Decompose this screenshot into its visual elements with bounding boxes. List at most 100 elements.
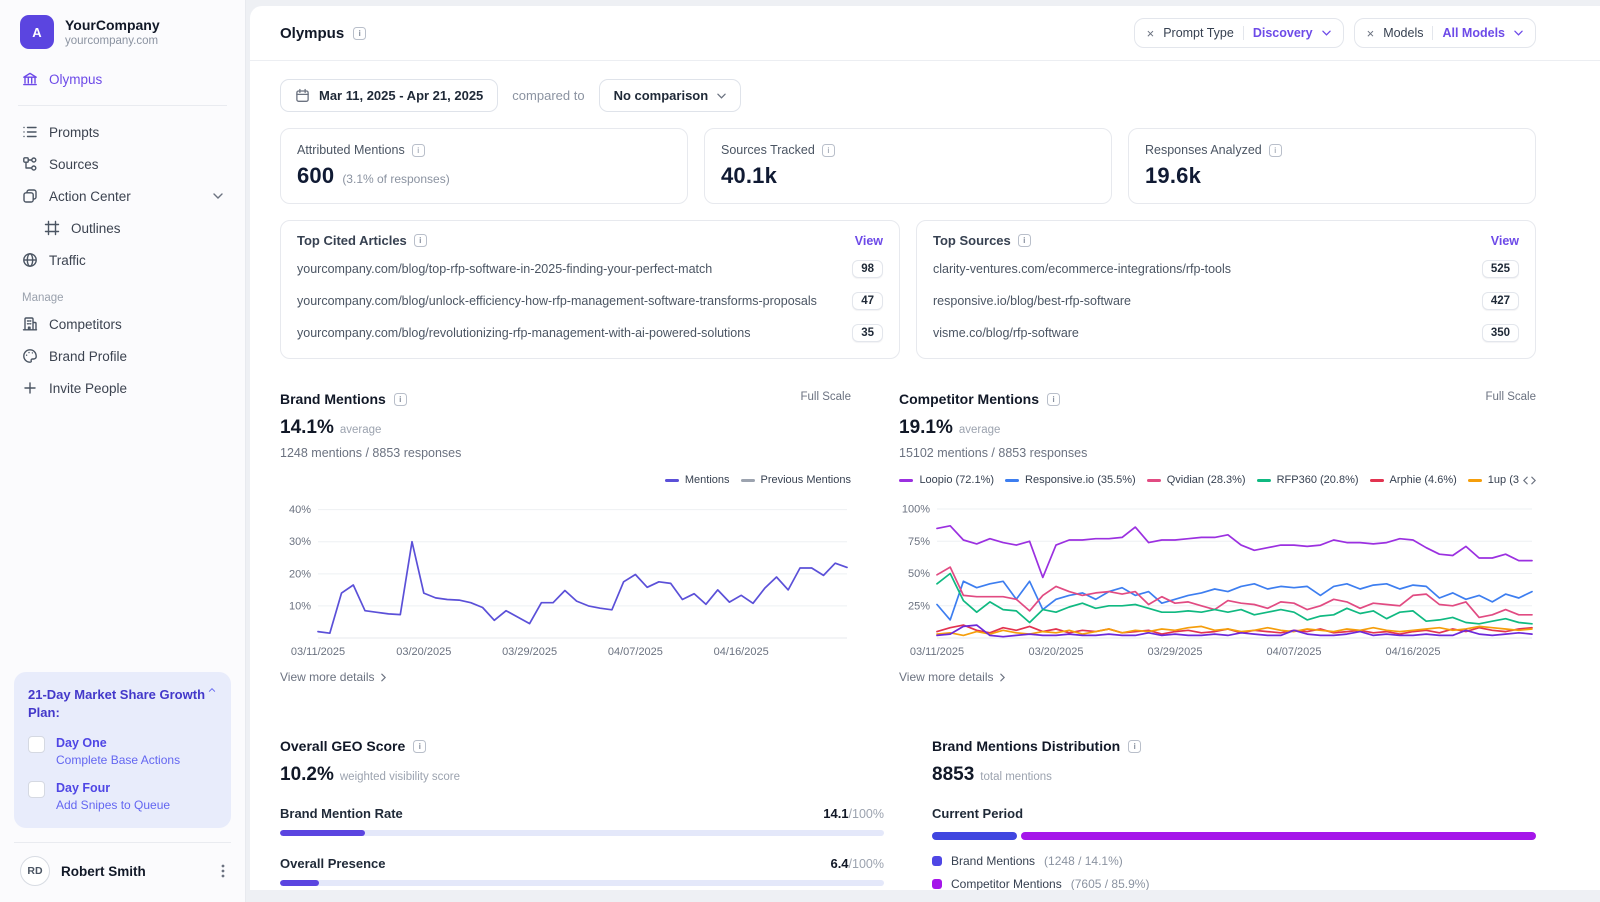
sidebar-item-prompts[interactable]: Prompts — [14, 116, 231, 148]
sidebar-item-sources[interactable]: Sources — [14, 148, 231, 180]
legend-item[interactable]: Previous Mentions — [740, 474, 851, 486]
chevron-down-icon — [213, 193, 223, 199]
source-url: responsive.io/blog/best-rfp-software — [933, 294, 1132, 308]
chart-legend: Mentions Previous Mentions — [664, 474, 851, 486]
y-axis-tick-label: 50% — [908, 568, 930, 580]
user-menu[interactable]: RD Robert Smith — [14, 842, 231, 888]
view-link[interactable]: View — [854, 233, 883, 248]
day-one-checkbox[interactable] — [28, 736, 45, 753]
full-scale-toggle[interactable]: Full Scale — [800, 391, 852, 403]
list-item[interactable]: yourcompany.com/blog/revolutionizing-rfp… — [297, 317, 883, 349]
chevron-down-icon — [1321, 30, 1331, 36]
close-icon[interactable]: × — [1366, 25, 1375, 41]
average-label: average — [958, 424, 1001, 436]
sidebar-item-label: Invite People — [49, 380, 128, 396]
sidebar-item-invite-people[interactable]: Invite People — [14, 372, 231, 404]
info-icon[interactable]: i — [1128, 739, 1142, 753]
info-icon[interactable]: i — [1268, 143, 1282, 157]
legend-swatch — [1467, 478, 1482, 482]
filter-value: All Models — [1442, 26, 1505, 40]
x-axis-tick-label: 03/11/2025 — [291, 646, 345, 658]
list-item[interactable]: visme.co/blog/rfp-software 350 — [933, 317, 1519, 349]
list-item[interactable]: yourcompany.com/blog/unlock-efficiency-h… — [297, 285, 883, 317]
legend-item[interactable]: Arphie (4.6%) — [1369, 474, 1457, 486]
legend-swatch — [664, 478, 679, 482]
info-icon[interactable]: i — [353, 26, 367, 40]
citation-count-badge: 98 — [852, 260, 883, 278]
sidebar-item-label: Action Center — [49, 188, 131, 204]
stat-label: Responses Analyzed — [1145, 143, 1262, 157]
sidebar-item-label: Prompts — [49, 124, 100, 140]
legend-swatch — [932, 879, 942, 889]
legend-item[interactable]: Qvidian (28.3%) — [1146, 474, 1246, 486]
growth-plan-card: 21-Day Market Share Growth Plan: Day One… — [14, 671, 231, 828]
list-item[interactable]: yourcompany.com/blog/top-rfp-software-in… — [297, 253, 883, 285]
source-count-badge: 427 — [1481, 292, 1519, 310]
list-item[interactable]: responsive.io/blog/best-rfp-software 427 — [933, 285, 1519, 317]
brand-mentions-section: Brand Mentions i Full Scale 14.1% average… — [280, 391, 851, 684]
info-icon[interactable]: i — [413, 739, 427, 753]
workspace-switcher[interactable]: A YourCompany yourcompany.com — [14, 13, 231, 63]
legend-item[interactable]: 1up (3 — [1467, 474, 1519, 486]
metric-value: 14.1 — [823, 806, 849, 821]
list-item[interactable]: clarity-ventures.com/ecommerce-integrati… — [933, 253, 1519, 285]
comparison-value: No comparison — [613, 88, 709, 103]
sidebar-item-brand-profile[interactable]: Brand Profile — [14, 340, 231, 372]
legend-item[interactable]: RFP360 (20.8%) — [1256, 474, 1359, 486]
filter-label: Models — [1383, 26, 1424, 40]
info-icon[interactable]: i — [1017, 234, 1031, 247]
competitor-mentions-segment — [1020, 832, 1536, 840]
x-axis-tick-label: 04/16/2025 — [714, 646, 769, 658]
competitor-mentions-chart[interactable]: 25% 50% 75% 100% 03/11/2025 03/20/2025 03/29/2… — [899, 492, 1536, 660]
collapse-chevron-icon[interactable] — [207, 686, 217, 692]
info-icon[interactable]: i — [413, 234, 427, 247]
sidebar-item-olympus[interactable]: Olympus — [14, 63, 231, 95]
filter-chip-models[interactable]: × Models All Models — [1353, 18, 1536, 48]
sidebar-item-outlines[interactable]: Outlines — [14, 212, 231, 244]
top-cited-articles-card: Top Cited Articles i View yourcompany.com… — [280, 220, 900, 359]
legend-item[interactable]: Responsive.io (35.5%) — [1005, 474, 1136, 486]
view-link[interactable]: View — [1490, 233, 1519, 248]
x-axis-tick-label: 03/29/2025 — [1147, 646, 1202, 658]
top-sources-card: Top Sources i View clarity-ventures.com/e… — [916, 220, 1536, 359]
full-scale-toggle[interactable]: Full Scale — [1485, 391, 1537, 403]
day-four-checkbox[interactable] — [28, 781, 45, 798]
company-domain: yourcompany.com — [65, 35, 159, 47]
geo-score-label: weighted visibility score — [339, 771, 461, 783]
info-icon[interactable]: i — [393, 392, 407, 406]
filter-chip-prompt-type[interactable]: × Prompt Type Discovery — [1133, 18, 1344, 48]
sidebar-item-action-center[interactable]: Action Center — [14, 180, 231, 212]
view-more-details-link[interactable]: View more details — [899, 670, 1536, 684]
legend-label: Qvidian (28.3%) — [1166, 474, 1246, 486]
x-axis-tick-label: 04/07/2025 — [608, 646, 663, 658]
date-range-picker[interactable]: Mar 11, 2025 - Apr 21, 2025 — [280, 79, 499, 112]
x-axis-tick-label: 03/11/2025 — [910, 646, 964, 658]
info-icon[interactable]: i — [411, 143, 425, 157]
sidebar-item-competitors[interactable]: Competitors — [14, 308, 231, 340]
competitor-mentions-section: Competitor Mentions i Full Scale 19.1% av… — [899, 391, 1536, 684]
source-url: clarity-ventures.com/ecommerce-integrati… — [933, 262, 1232, 276]
globe-icon — [23, 253, 37, 267]
sidebar-item-traffic[interactable]: Traffic — [14, 244, 231, 276]
mentions-summary: 15102 mentions / 8853 responses — [899, 446, 1088, 460]
stat-value: 40.1k — [721, 163, 778, 188]
growth-plan-title: 21-Day Market Share Growth Plan: — [28, 686, 206, 720]
kebab-menu-icon[interactable] — [221, 863, 225, 879]
growth-plan-day: Day One — [56, 736, 107, 750]
legend-scroll-left-icon[interactable] — [1523, 476, 1528, 485]
brand-mentions-chart[interactable]: 10% 20% 30% 40% 03/11/2025 03/20/2025 03/29/20… — [280, 492, 851, 660]
legend-scroll-right-icon[interactable] — [1531, 476, 1536, 485]
page-header: Olympus i × Prompt Type Discovery × Mode… — [250, 6, 1600, 61]
info-icon[interactable]: i — [1047, 392, 1060, 406]
view-more-details-link[interactable]: View more details — [280, 670, 851, 684]
filter-label: Prompt Type — [1163, 26, 1234, 40]
close-icon[interactable]: × — [1146, 25, 1155, 41]
legend-swatch — [1146, 478, 1161, 482]
legend-item[interactable]: Mentions — [664, 474, 730, 486]
sidebar: A YourCompany yourcompany.com Olympus Pr… — [0, 0, 246, 902]
stat-label: Sources Tracked — [721, 143, 815, 157]
legend-item[interactable]: Loopio (72.1%) — [899, 474, 994, 486]
comparison-select[interactable]: No comparison — [598, 79, 742, 112]
stat-card-attributed-mentions: Attributed Mentions i 600 (3.1% of respon… — [280, 128, 688, 204]
info-icon[interactable]: i — [821, 143, 835, 157]
